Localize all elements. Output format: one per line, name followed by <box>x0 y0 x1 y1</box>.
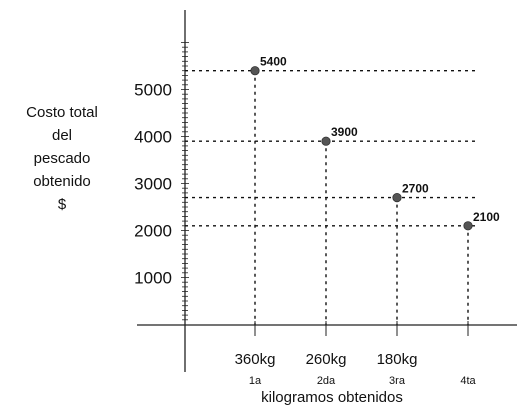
x-ordinal-label: 4ta <box>460 375 476 387</box>
y-axis-title-line-2: del <box>52 127 72 144</box>
y-tick-label: 1000 <box>134 269 172 288</box>
y-tick-label: 3000 <box>134 175 172 194</box>
data-point <box>392 193 402 203</box>
x-axis-title: kilogramos obtenidos <box>261 389 403 406</box>
data-point <box>250 66 260 76</box>
y-axis-title-line-3: pescado <box>34 150 91 167</box>
y-axis-title-line-5: $ <box>58 196 67 213</box>
y-axis-title: Costo total del pescado obtenido $ <box>26 104 98 213</box>
data-point-label: 5400 <box>260 55 287 69</box>
y-tick-label: 4000 <box>134 128 172 147</box>
x-category-label: 260kg <box>306 351 347 368</box>
data-point-label: 2100 <box>473 210 500 224</box>
x-ordinal-label: 1a <box>249 375 262 387</box>
data-point-label: 3900 <box>331 125 358 139</box>
x-ordinal-labels: 1a 2da 3ra 4ta <box>249 375 477 387</box>
x-ordinal-label: 3ra <box>389 375 406 387</box>
data-point-labels: 5400 3900 2700 2100 <box>260 55 500 224</box>
x-axis-ticks <box>254 321 469 336</box>
y-tick-label: 2000 <box>134 222 172 241</box>
data-points <box>250 66 473 231</box>
x-category-label: 180kg <box>377 351 418 368</box>
x-category-label: 360kg <box>235 351 276 368</box>
y-tick-label: 5000 <box>134 81 172 100</box>
data-point <box>463 221 473 231</box>
y-axis-title-line-4: obtenido <box>33 173 91 190</box>
data-point <box>321 136 331 146</box>
y-axis-tick-labels: 1000 2000 3000 4000 5000 <box>134 81 172 288</box>
x-ordinal-label: 2da <box>317 375 336 387</box>
data-point-label: 2700 <box>402 182 429 196</box>
y-axis-title-line-1: Costo total <box>26 104 98 121</box>
x-category-labels: 360kg 260kg 180kg <box>235 351 418 368</box>
guide-lines <box>185 69 478 325</box>
